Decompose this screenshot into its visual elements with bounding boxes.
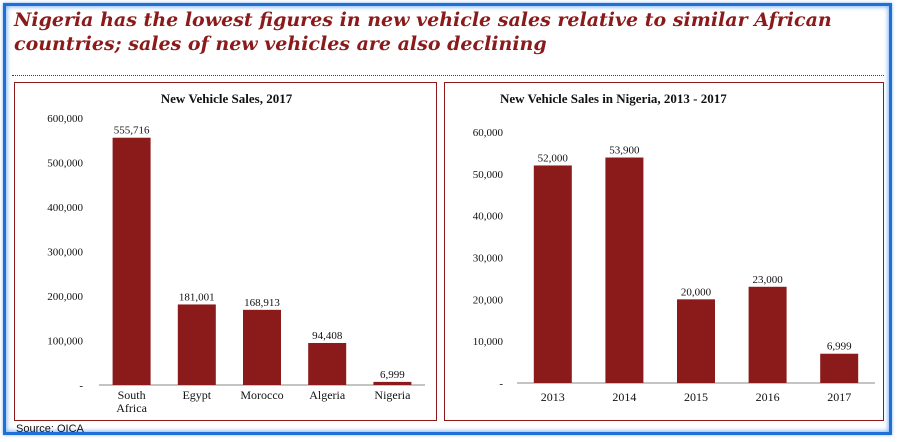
bar bbox=[748, 286, 787, 383]
data-label: 6,999 bbox=[380, 369, 405, 381]
bar bbox=[677, 299, 715, 383]
y-tick-label: 30,000 bbox=[473, 253, 504, 265]
category-label: Morocco bbox=[240, 388, 283, 402]
data-label: 181,001 bbox=[179, 291, 215, 303]
category-label: Egypt bbox=[182, 388, 211, 402]
chart-panel-2017: New Vehicle Sales, 2017 - 100,000 200,000 3… bbox=[14, 82, 437, 421]
data-label: 168,913 bbox=[244, 297, 280, 309]
y-tick-label: 100,000 bbox=[47, 336, 83, 348]
outer-frame bbox=[3, 3, 892, 435]
category-label: 2016 bbox=[756, 390, 780, 404]
category-label: 2015 bbox=[684, 390, 708, 404]
data-label: 6,999 bbox=[827, 341, 852, 353]
chart-title: New Vehicle Sales, 2017 bbox=[160, 91, 293, 106]
category-label: Nigeria bbox=[374, 388, 411, 402]
data-label: 555,716 bbox=[114, 125, 150, 137]
y-tick-label: - bbox=[79, 380, 83, 392]
bar bbox=[373, 381, 412, 385]
data-label: 94,408 bbox=[312, 330, 343, 342]
y-tick-label: 20,000 bbox=[473, 294, 504, 306]
data-label: 53,900 bbox=[609, 145, 640, 157]
y-tick-label: - bbox=[499, 378, 503, 390]
y-tick-label: 600,000 bbox=[47, 113, 83, 125]
divider bbox=[12, 75, 884, 76]
bar bbox=[533, 165, 572, 383]
source-note: Source: OICA bbox=[16, 423, 84, 435]
y-tick-label: 200,000 bbox=[47, 291, 83, 303]
bar bbox=[605, 157, 644, 383]
bar bbox=[112, 137, 151, 385]
bar bbox=[243, 309, 281, 385]
chart-panel-nigeria: New Vehicle Sales in Nigeria, 2013 - 201… bbox=[444, 82, 884, 421]
y-tick-label: 40,000 bbox=[473, 211, 504, 223]
y-tick-label: 60,000 bbox=[473, 127, 504, 139]
bar bbox=[177, 304, 216, 385]
y-tick-label: 50,000 bbox=[473, 169, 504, 181]
data-label: 20,000 bbox=[681, 286, 712, 298]
category-label: 2017 bbox=[827, 390, 851, 404]
bar bbox=[308, 342, 347, 385]
y-tick-label: 500,000 bbox=[47, 158, 83, 170]
chart-nigeria-svg: - 10,000 20,000 30,000 40,000 50,000 60,000 52,… bbox=[473, 127, 875, 404]
headline: Nigeria has the lowest figures in new ve… bbox=[14, 9, 832, 55]
chart-2017-svg: - 100,000 200,000 300,000 400,000 500,000 600,… bbox=[47, 113, 425, 415]
data-label: 52,000 bbox=[538, 152, 569, 164]
category-label: 2013 bbox=[541, 390, 565, 404]
data-label: 23,000 bbox=[752, 274, 783, 286]
bar bbox=[820, 353, 859, 383]
category-label: 2014 bbox=[612, 390, 636, 404]
y-tick-label: 10,000 bbox=[473, 336, 504, 348]
y-tick-label: 400,000 bbox=[47, 202, 83, 214]
y-tick-label: 300,000 bbox=[47, 247, 83, 259]
category-label: South Africa bbox=[116, 388, 147, 415]
chart-title: New Vehicle Sales in Nigeria, 2013 - 201… bbox=[500, 91, 727, 106]
category-label: Algeria bbox=[309, 388, 346, 402]
